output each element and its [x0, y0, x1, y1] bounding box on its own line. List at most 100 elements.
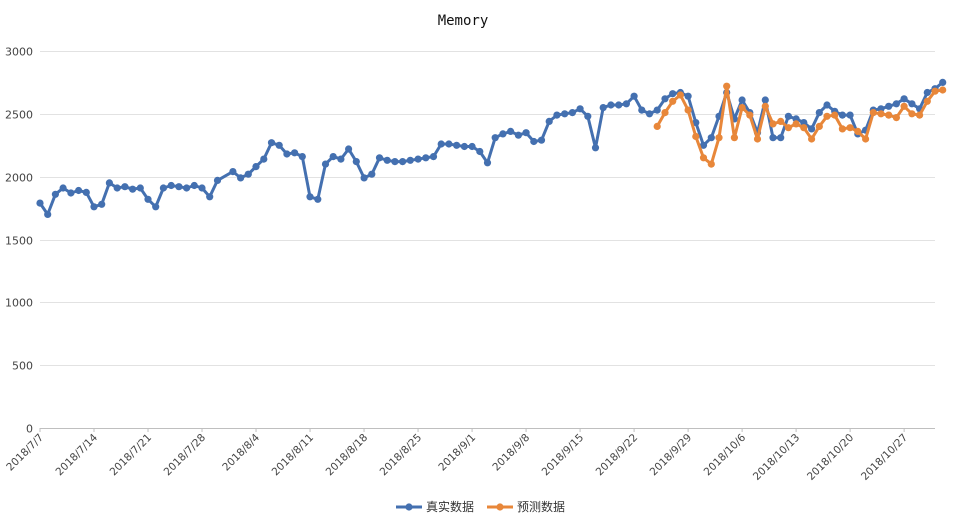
data-point — [769, 120, 777, 128]
data-point — [638, 106, 646, 114]
data-point — [437, 140, 445, 148]
data-point — [707, 134, 715, 142]
data-point — [869, 109, 877, 117]
data-point — [105, 179, 113, 187]
legend-item: 预测数据 — [487, 499, 565, 514]
data-point — [823, 112, 831, 120]
data-point — [615, 101, 623, 109]
data-point — [738, 104, 746, 112]
data-point — [669, 97, 677, 105]
data-point — [113, 184, 121, 192]
data-point — [939, 78, 947, 86]
data-point — [483, 159, 492, 167]
legend-swatch-marker — [405, 503, 413, 511]
data-point — [684, 106, 692, 114]
data-point — [699, 141, 708, 149]
data-point — [468, 142, 476, 151]
y-axis: 0 500 1000 1500 2000 2500 3000 — [5, 46, 33, 436]
data-point — [715, 134, 723, 142]
data-point — [399, 158, 407, 166]
data-point — [630, 92, 638, 100]
data-point — [645, 110, 654, 118]
data-point — [522, 129, 530, 137]
data-point — [375, 154, 384, 162]
data-point — [692, 132, 700, 141]
data-point — [908, 100, 916, 108]
y-tick-label: 3000 — [5, 46, 33, 59]
data-point — [862, 135, 870, 143]
data-point — [460, 142, 468, 151]
data-point — [939, 86, 947, 94]
data-point — [591, 144, 600, 152]
data-point — [653, 122, 661, 130]
data-point — [900, 102, 908, 110]
data-point — [507, 127, 515, 135]
data-point — [838, 125, 847, 133]
y-tick-label: 1500 — [5, 235, 33, 248]
data-point — [784, 112, 793, 120]
data-point — [854, 127, 862, 135]
data-point — [800, 119, 808, 127]
data-point — [321, 160, 330, 168]
data-point — [159, 184, 167, 192]
data-point — [900, 95, 908, 103]
data-point — [877, 105, 885, 113]
data-point — [661, 95, 669, 103]
data-point — [931, 87, 939, 95]
data-point — [769, 134, 777, 142]
data-point — [136, 184, 144, 192]
y-tick-label: 500 — [12, 360, 33, 373]
data-point — [576, 105, 584, 113]
data-point — [877, 110, 885, 118]
data-point — [499, 130, 507, 138]
data-point — [44, 210, 52, 218]
data-point — [553, 111, 561, 119]
data-point — [206, 193, 214, 201]
y-tick-label: 0 — [26, 423, 33, 436]
data-point — [599, 104, 607, 112]
data-point — [213, 176, 222, 184]
data-point — [653, 106, 661, 114]
data-point — [561, 110, 569, 118]
data-point — [916, 111, 924, 119]
data-point — [792, 115, 800, 123]
data-point — [908, 110, 916, 118]
data-point — [777, 117, 785, 125]
data-point — [491, 134, 499, 142]
series-2 — [653, 82, 947, 168]
data-point — [831, 111, 839, 119]
legend-swatch-marker — [496, 503, 504, 511]
data-point — [707, 160, 715, 168]
data-point — [923, 97, 931, 105]
data-point — [67, 189, 75, 197]
data-point — [923, 88, 931, 97]
data-point — [669, 90, 677, 98]
data-point — [98, 200, 106, 208]
data-point — [237, 174, 245, 182]
data-point — [777, 134, 785, 142]
data-point — [306, 193, 314, 201]
data-point — [298, 153, 306, 161]
data-point — [51, 190, 60, 198]
data-point — [383, 156, 391, 164]
data-point — [406, 156, 414, 164]
data-point — [275, 141, 283, 149]
series-1 — [36, 78, 947, 218]
y-tick-label: 1000 — [5, 297, 33, 310]
data-point — [476, 147, 484, 156]
data-point — [283, 150, 291, 158]
data-point — [730, 134, 739, 142]
data-point — [244, 170, 252, 178]
legend: 真实数据 预测数据 — [396, 499, 565, 514]
data-point — [661, 109, 669, 117]
data-point — [815, 122, 823, 130]
data-point — [152, 203, 160, 211]
data-point — [746, 111, 754, 119]
legend-label: 真实数据 — [426, 499, 474, 514]
data-point — [892, 100, 901, 108]
data-point — [291, 149, 299, 157]
data-point — [252, 163, 260, 171]
data-point — [121, 183, 129, 191]
